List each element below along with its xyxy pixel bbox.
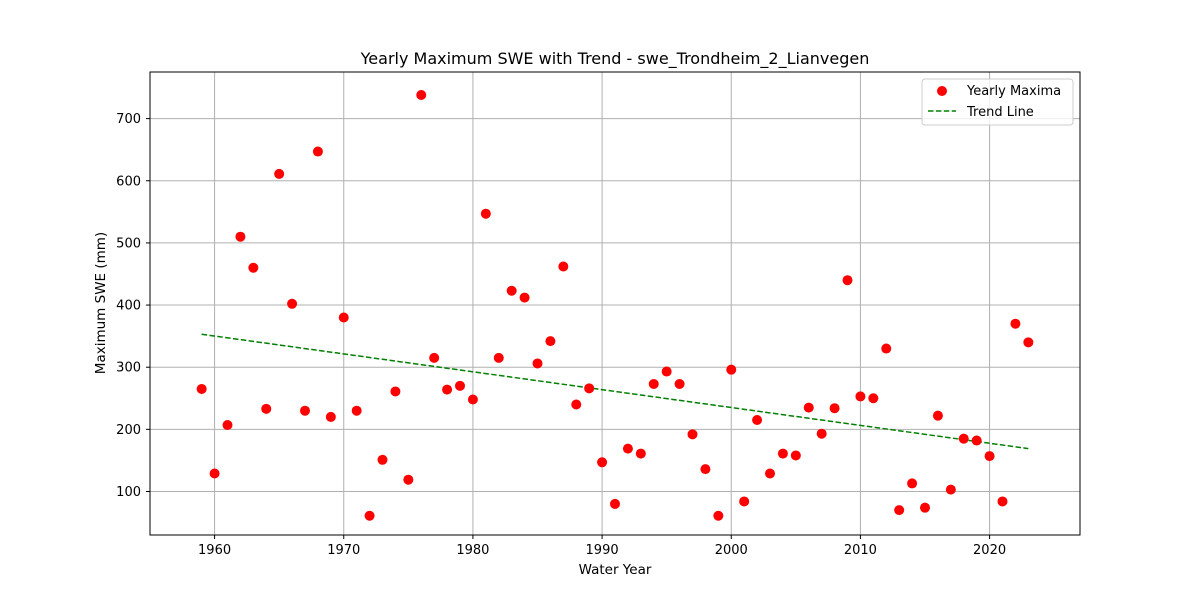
x-axis-label: Water Year [579,562,652,578]
data-point [312,146,323,157]
y-tick-label: 100 [116,485,141,500]
data-point [803,402,814,413]
chart-title: Yearly Maximum SWE with Trend - swe_Tron… [360,49,870,69]
trend-line [201,333,1029,450]
data-point [235,231,246,242]
data-point [790,450,801,461]
data-point [300,405,310,416]
data-point [506,285,517,296]
legend-label-yearly-maxima: Yearly Maxima [966,84,1061,99]
data-point [222,419,233,430]
data-point [894,505,905,516]
data-point [674,378,685,389]
x-tick-label: 2010 [844,543,877,558]
data-point [403,474,414,485]
data-point [765,468,775,479]
legend-frame [921,78,1074,126]
data-point [455,380,465,391]
data-point [209,468,220,479]
y-tick-label: 600 [116,174,141,189]
data-point [932,410,943,421]
y-tick-label: 500 [116,236,141,251]
data-point [248,262,259,273]
data-point [726,364,737,375]
plot-frame [149,71,1081,536]
data-point [1023,337,1034,348]
data-point [958,433,969,444]
data-point [377,454,388,465]
data-point [622,443,633,454]
y-tick-label: 400 [116,299,141,314]
data-point [816,428,827,439]
x-tick-label: 1970 [327,543,360,558]
data-point [532,358,543,369]
y-tick-label: 200 [116,423,141,438]
data-point [661,366,672,377]
x-tick-label: 1990 [586,543,619,558]
data-point [945,484,956,495]
data-point [997,496,1008,507]
data-point [648,378,659,389]
data-point [545,336,556,347]
y-tick-label: 300 [116,361,141,376]
data-point [442,384,453,395]
data-point [390,386,401,397]
x-axis-ticks: 1960 1970 1980 1990 2000 2010 2020 [198,535,1006,558]
x-tick-label: 1980 [456,543,489,558]
x-tick-label: 1960 [198,543,231,558]
data-point [274,168,285,179]
data-point [868,393,879,404]
data-point [558,261,569,272]
data-point [855,391,866,402]
data-point [829,403,840,414]
y-axis-ticks: 100 200 300 400 500 600 700 [116,112,150,500]
scatter-points [196,89,1034,521]
data-point [480,208,491,219]
x-tick-label: 2020 [973,543,1006,558]
legend: Yearly Maxima Trend Line [921,78,1074,126]
data-point [713,510,724,521]
data-point [364,510,375,521]
data-point [700,464,711,475]
trend-line-group [201,333,1029,450]
data-point [351,405,362,416]
data-point [777,448,788,459]
data-point [1010,318,1021,329]
y-axis-label: Maximum SWE (mm) [93,232,109,374]
data-point [519,292,530,303]
data-point [493,352,504,363]
data-point [971,435,982,446]
data-point [429,352,440,363]
legend-marker-yearly-maxima [937,86,947,96]
legend-label-trend-line: Trend Line [966,105,1034,120]
data-point [584,383,595,394]
data-point [416,89,427,100]
data-point [571,399,582,410]
data-point [842,275,853,286]
data-point [196,383,207,394]
data-point [752,415,763,426]
data-point [739,496,750,507]
data-point [635,448,646,459]
data-point [261,403,272,414]
data-point [467,394,478,405]
data-point [907,478,918,489]
data-point [610,498,620,509]
data-point [920,502,930,513]
y-tick-label: 700 [116,112,141,127]
data-point [338,312,349,323]
data-point [984,451,995,462]
x-tick-label: 2000 [715,543,748,558]
data-point [597,457,608,468]
data-point [287,298,298,309]
data-point [881,343,892,354]
data-point [325,411,336,422]
data-point [687,429,698,440]
